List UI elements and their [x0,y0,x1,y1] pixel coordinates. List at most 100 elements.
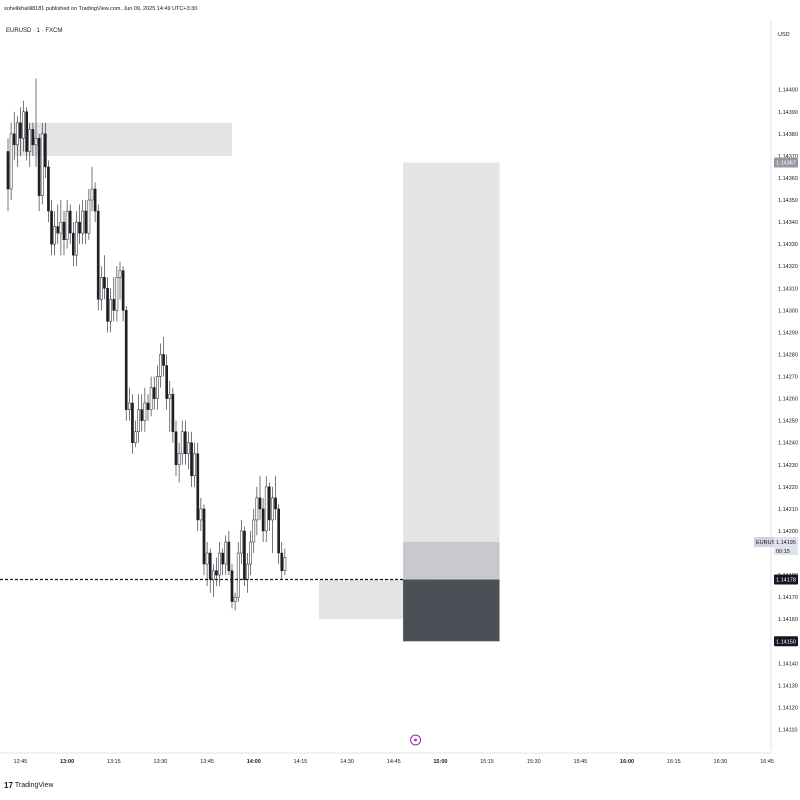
candle[interactable] [87,189,91,240]
candle[interactable] [202,504,206,576]
candle[interactable] [236,542,240,602]
candle[interactable] [208,548,212,593]
candle[interactable] [143,387,147,432]
candle[interactable] [230,564,234,609]
candle[interactable] [56,204,60,245]
candle[interactable] [146,394,150,421]
candle[interactable] [190,431,193,487]
candle[interactable] [274,475,277,520]
candle[interactable] [78,204,81,245]
candle[interactable] [159,343,162,388]
event-marker-icon[interactable] [410,734,422,746]
candle[interactable] [19,107,22,156]
candle[interactable] [112,277,116,322]
candle[interactable] [106,277,109,333]
candle[interactable] [215,557,218,587]
candle[interactable] [227,530,231,576]
candle[interactable] [258,475,262,520]
candle[interactable] [224,535,228,576]
candle[interactable] [261,497,265,543]
candle[interactable] [280,542,284,580]
stop-level-badge[interactable]: 1.14367 [774,157,798,168]
candle[interactable] [15,116,19,167]
zone-mid-3[interactable] [403,542,500,580]
candle[interactable] [177,442,181,483]
candle[interactable] [221,548,224,576]
candle[interactable] [196,442,200,531]
candle[interactable] [109,288,113,333]
candle[interactable] [53,211,57,256]
candle[interactable] [252,508,256,554]
candle[interactable] [277,504,280,565]
candle[interactable] [6,138,10,212]
candle[interactable] [271,486,274,554]
candle[interactable] [59,200,63,256]
candle[interactable] [68,204,72,245]
candle[interactable] [50,200,53,256]
candle[interactable] [134,420,137,448]
candle[interactable] [155,365,159,410]
candle[interactable] [264,475,268,543]
candle[interactable] [174,420,178,476]
candle[interactable] [81,200,85,245]
zone-light-2[interactable] [403,162,500,580]
candle[interactable] [180,420,184,465]
zone-light-0[interactable] [14,122,232,156]
candle[interactable] [283,548,287,576]
candle[interactable] [90,166,94,212]
candle[interactable] [233,592,237,611]
zone-dark-4[interactable] [403,579,500,642]
candle[interactable] [211,564,215,598]
entry-level-badge[interactable]: 1.14178 [774,574,798,585]
candle[interactable] [96,204,100,311]
candle[interactable] [121,266,125,322]
candle[interactable] [43,122,47,178]
candle[interactable] [9,122,13,201]
tradingview-logo[interactable]: 17 TradingView [4,781,53,790]
candle[interactable] [40,122,44,205]
candle[interactable] [28,122,32,167]
candle[interactable] [187,431,190,470]
candle[interactable] [239,519,243,565]
candle[interactable] [65,200,69,249]
candle[interactable] [31,122,35,156]
candle[interactable] [103,255,106,300]
target-level-badge[interactable]: 1.14150 [774,636,798,647]
candle[interactable] [115,266,119,322]
candle[interactable] [37,133,41,212]
symbol-label[interactable]: EURUSD · 1 · FXCM [6,28,63,34]
candle[interactable] [131,394,134,454]
candle[interactable] [162,336,165,377]
candle[interactable] [243,526,246,587]
candle[interactable] [140,394,144,432]
candle[interactable] [25,107,29,161]
candle[interactable] [71,222,75,267]
candle[interactable] [249,530,252,576]
candle[interactable] [168,380,172,432]
candle[interactable] [84,200,88,245]
candle[interactable] [47,160,50,223]
candle[interactable] [124,305,128,421]
candle[interactable] [93,182,97,223]
candle[interactable] [62,211,66,256]
candle[interactable] [149,376,153,417]
time-axis[interactable]: 12:45 13:00 13:15 13:30 13:45 14:00 14:15 14:30… [0,752,774,765]
candle[interactable] [183,420,187,465]
candle[interactable] [171,387,175,443]
candle[interactable] [193,442,196,487]
candle[interactable] [218,542,221,587]
candle[interactable] [267,482,271,531]
candle[interactable] [12,111,16,161]
candle[interactable] [22,100,25,152]
candle[interactable] [75,211,78,267]
candle[interactable] [137,394,141,443]
candle[interactable] [199,497,203,531]
candle[interactable] [205,542,209,587]
candle[interactable] [246,553,249,593]
candle[interactable] [34,78,38,167]
candle[interactable] [165,354,168,410]
candle[interactable] [127,387,131,421]
candle[interactable] [152,376,156,410]
